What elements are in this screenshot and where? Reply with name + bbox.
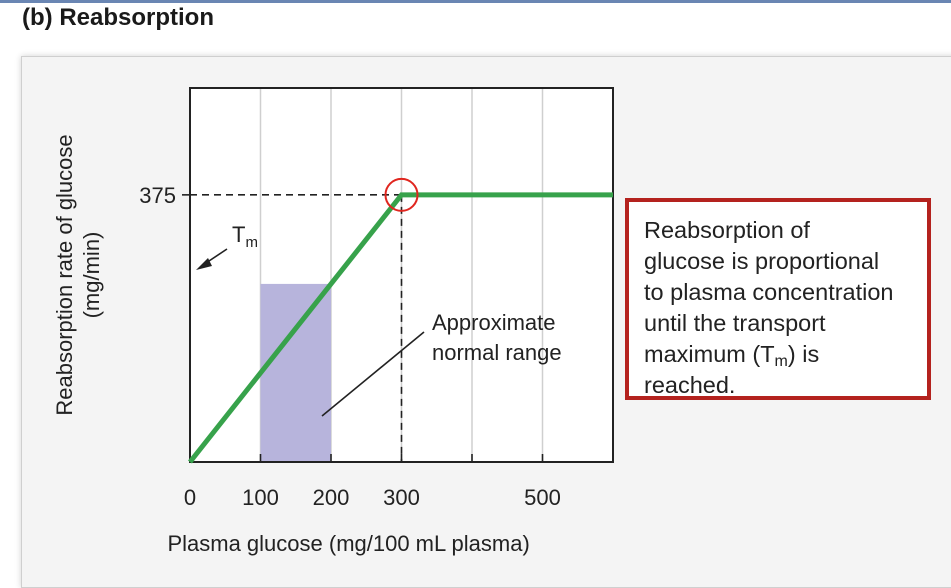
x-tick-label-0: 0: [184, 485, 196, 510]
section-heading: (b) Reabsorption: [22, 4, 214, 31]
y-axis-label-line1: Reabsorption rate of glucose: [52, 134, 77, 415]
normal-range-shade: [260, 283, 331, 462]
explanation-callout: Reabsorption of glucose is proportional …: [625, 198, 931, 400]
callout-line-6: reached.: [644, 372, 736, 398]
tick-labels: 0 100 200 300 500 375: [139, 183, 561, 510]
transport-maximum-marker: [384, 177, 419, 212]
callout-line-5: maximum (Tm) is: [644, 339, 919, 370]
normal-range-label-line1: Approximate: [432, 310, 556, 335]
tm-label: Tm: [232, 222, 258, 251]
normal-range-pointer: [321, 331, 425, 417]
y-axis-label-line2: (mg/min): [79, 232, 104, 319]
callout-line-1: Reabsorption of: [644, 217, 810, 243]
reabsorption-chart: Tm Approximate normal range Plasma gluco…: [52, 87, 614, 556]
callout-line-5-pre: maximum (T: [644, 341, 775, 367]
glucose-reabsorption-line: [188, 192, 613, 464]
x-axis-label: Plasma glucose (mg/100 mL plasma): [167, 531, 529, 556]
tm-label-main: T: [232, 222, 245, 247]
x-tick-label-100: 100: [242, 485, 279, 510]
callout-line-5-post: ) is: [787, 341, 820, 367]
x-tick-label-500: 500: [524, 485, 561, 510]
top-rule: [0, 0, 951, 3]
tm-label-sub: m: [245, 234, 258, 251]
callout-line-5-sub: m: [774, 353, 788, 370]
callout-line-4: until the transport: [644, 310, 826, 336]
normal-range-label-line2: normal range: [432, 340, 562, 365]
y-tick-label-375: 375: [139, 183, 176, 208]
tm-arrowhead: [196, 258, 212, 270]
x-tick-label-200: 200: [313, 485, 350, 510]
callout-line-3: to plasma concentration: [644, 279, 894, 305]
callout-line-2: glucose is proportional: [644, 248, 880, 274]
x-tick-label-300: 300: [383, 485, 420, 510]
